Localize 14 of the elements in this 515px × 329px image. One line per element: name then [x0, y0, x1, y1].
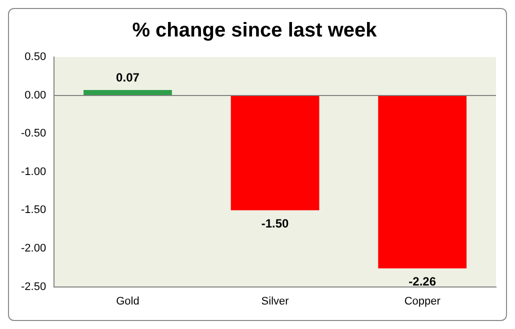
x-tick-label: Silver: [261, 295, 290, 308]
data-label: -1.50: [261, 216, 290, 231]
chart-title: % change since last week: [132, 20, 378, 42]
y-tick-label: -2.50: [20, 280, 46, 293]
y-tick-label: -2.00: [20, 242, 46, 255]
x-tick-label: Gold: [116, 295, 140, 308]
y-tick-label: 0.50: [24, 51, 46, 64]
y-tick-label: 0.00: [24, 89, 46, 102]
y-tick-label: -1.00: [20, 166, 46, 178]
y-tick-label: -0.50: [20, 128, 46, 140]
data-label: 0.07: [116, 70, 140, 84]
y-tick-label: -1.50: [20, 204, 46, 216]
x-tick-label: Copper: [404, 295, 441, 308]
data-label: -2.26: [408, 274, 436, 289]
